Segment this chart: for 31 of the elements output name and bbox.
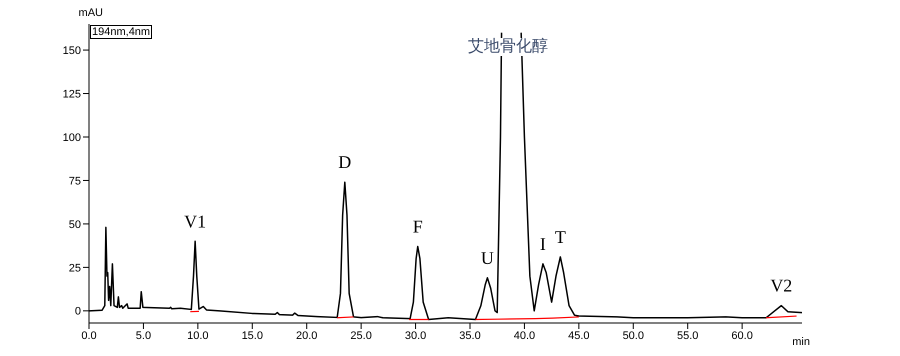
x-tick-label: 35.0	[459, 330, 481, 342]
x-tick-label: 50.0	[622, 330, 644, 342]
x-tick-label: 20.0	[296, 330, 318, 342]
annotation: I	[540, 234, 546, 254]
x-tick-label: 25.0	[350, 330, 372, 342]
x-tick-label: 15.0	[242, 330, 263, 342]
annotation: F	[412, 216, 423, 237]
annotation: T	[554, 226, 566, 247]
annotation: D	[338, 152, 352, 172]
x-axis-title: min	[792, 336, 810, 348]
annotation: V2	[770, 276, 792, 296]
x-tick-label: 5.0	[136, 330, 152, 342]
x-tick-label: 60.0	[731, 330, 753, 342]
annotation: 194nm,4nm	[90, 25, 152, 39]
annotation: 艾地骨化醇	[466, 38, 550, 56]
y-tick-label: 100	[62, 132, 81, 144]
y-tick-label: 50	[68, 218, 81, 231]
x-tick-label: 0.0	[81, 330, 97, 342]
y-tick-label: 75	[68, 175, 81, 188]
x-tick-label: 40.0	[514, 330, 536, 342]
y-tick-label: 125	[62, 88, 81, 100]
y-tick-label: 150	[62, 44, 81, 57]
x-tick-label: 10.0	[187, 330, 209, 342]
x-tick-label: 55.0	[676, 330, 698, 342]
annotation: V1	[184, 211, 206, 232]
annotation: U	[480, 248, 494, 268]
y-tick-label: 0	[74, 306, 81, 318]
y-tick-label: 25	[68, 262, 81, 274]
x-tick-label: 30.0	[404, 330, 426, 342]
x-tick-label: 45.0	[568, 330, 590, 342]
y-axis-title: mAU	[78, 6, 104, 19]
